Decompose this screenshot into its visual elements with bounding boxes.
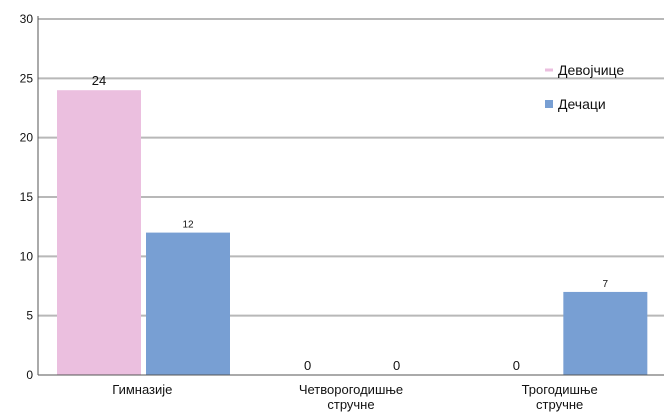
legend-label: Дечаци — [558, 96, 606, 112]
legend: Девојчице Дечаци — [545, 62, 624, 112]
data-label: 24 — [92, 73, 106, 88]
legend-swatch — [545, 100, 553, 108]
bars: 24 12 0 0 0 7 — [57, 73, 648, 375]
data-label: 0 — [393, 358, 400, 373]
axes: 0 5 10 15 20 25 30 Гимназије Четворогодишње струч… — [20, 12, 664, 412]
y-tick-label: 25 — [20, 71, 34, 85]
category-label: Четворогодишње стручне — [299, 382, 403, 412]
y-tick-label: 15 — [20, 190, 34, 204]
y-tick-label: 10 — [20, 249, 34, 263]
y-tick-label: 5 — [26, 309, 33, 323]
bar — [146, 232, 230, 375]
data-label: 0 — [513, 358, 520, 373]
data-label: 12 — [182, 220, 194, 231]
y-tick-label: 0 — [26, 368, 33, 382]
legend-label: Девојчице — [558, 62, 624, 78]
gridlines — [38, 18, 664, 317]
category-label: Трогодишње стручне — [522, 382, 598, 412]
bar — [563, 291, 648, 375]
y-tick-label: 20 — [20, 131, 34, 145]
legend-swatch — [545, 68, 553, 72]
y-tick-label: 30 — [20, 12, 34, 26]
data-label: 7 — [603, 279, 609, 290]
category-label: Гимназије — [112, 382, 172, 397]
data-label: 0 — [304, 358, 311, 373]
bar — [57, 90, 141, 375]
